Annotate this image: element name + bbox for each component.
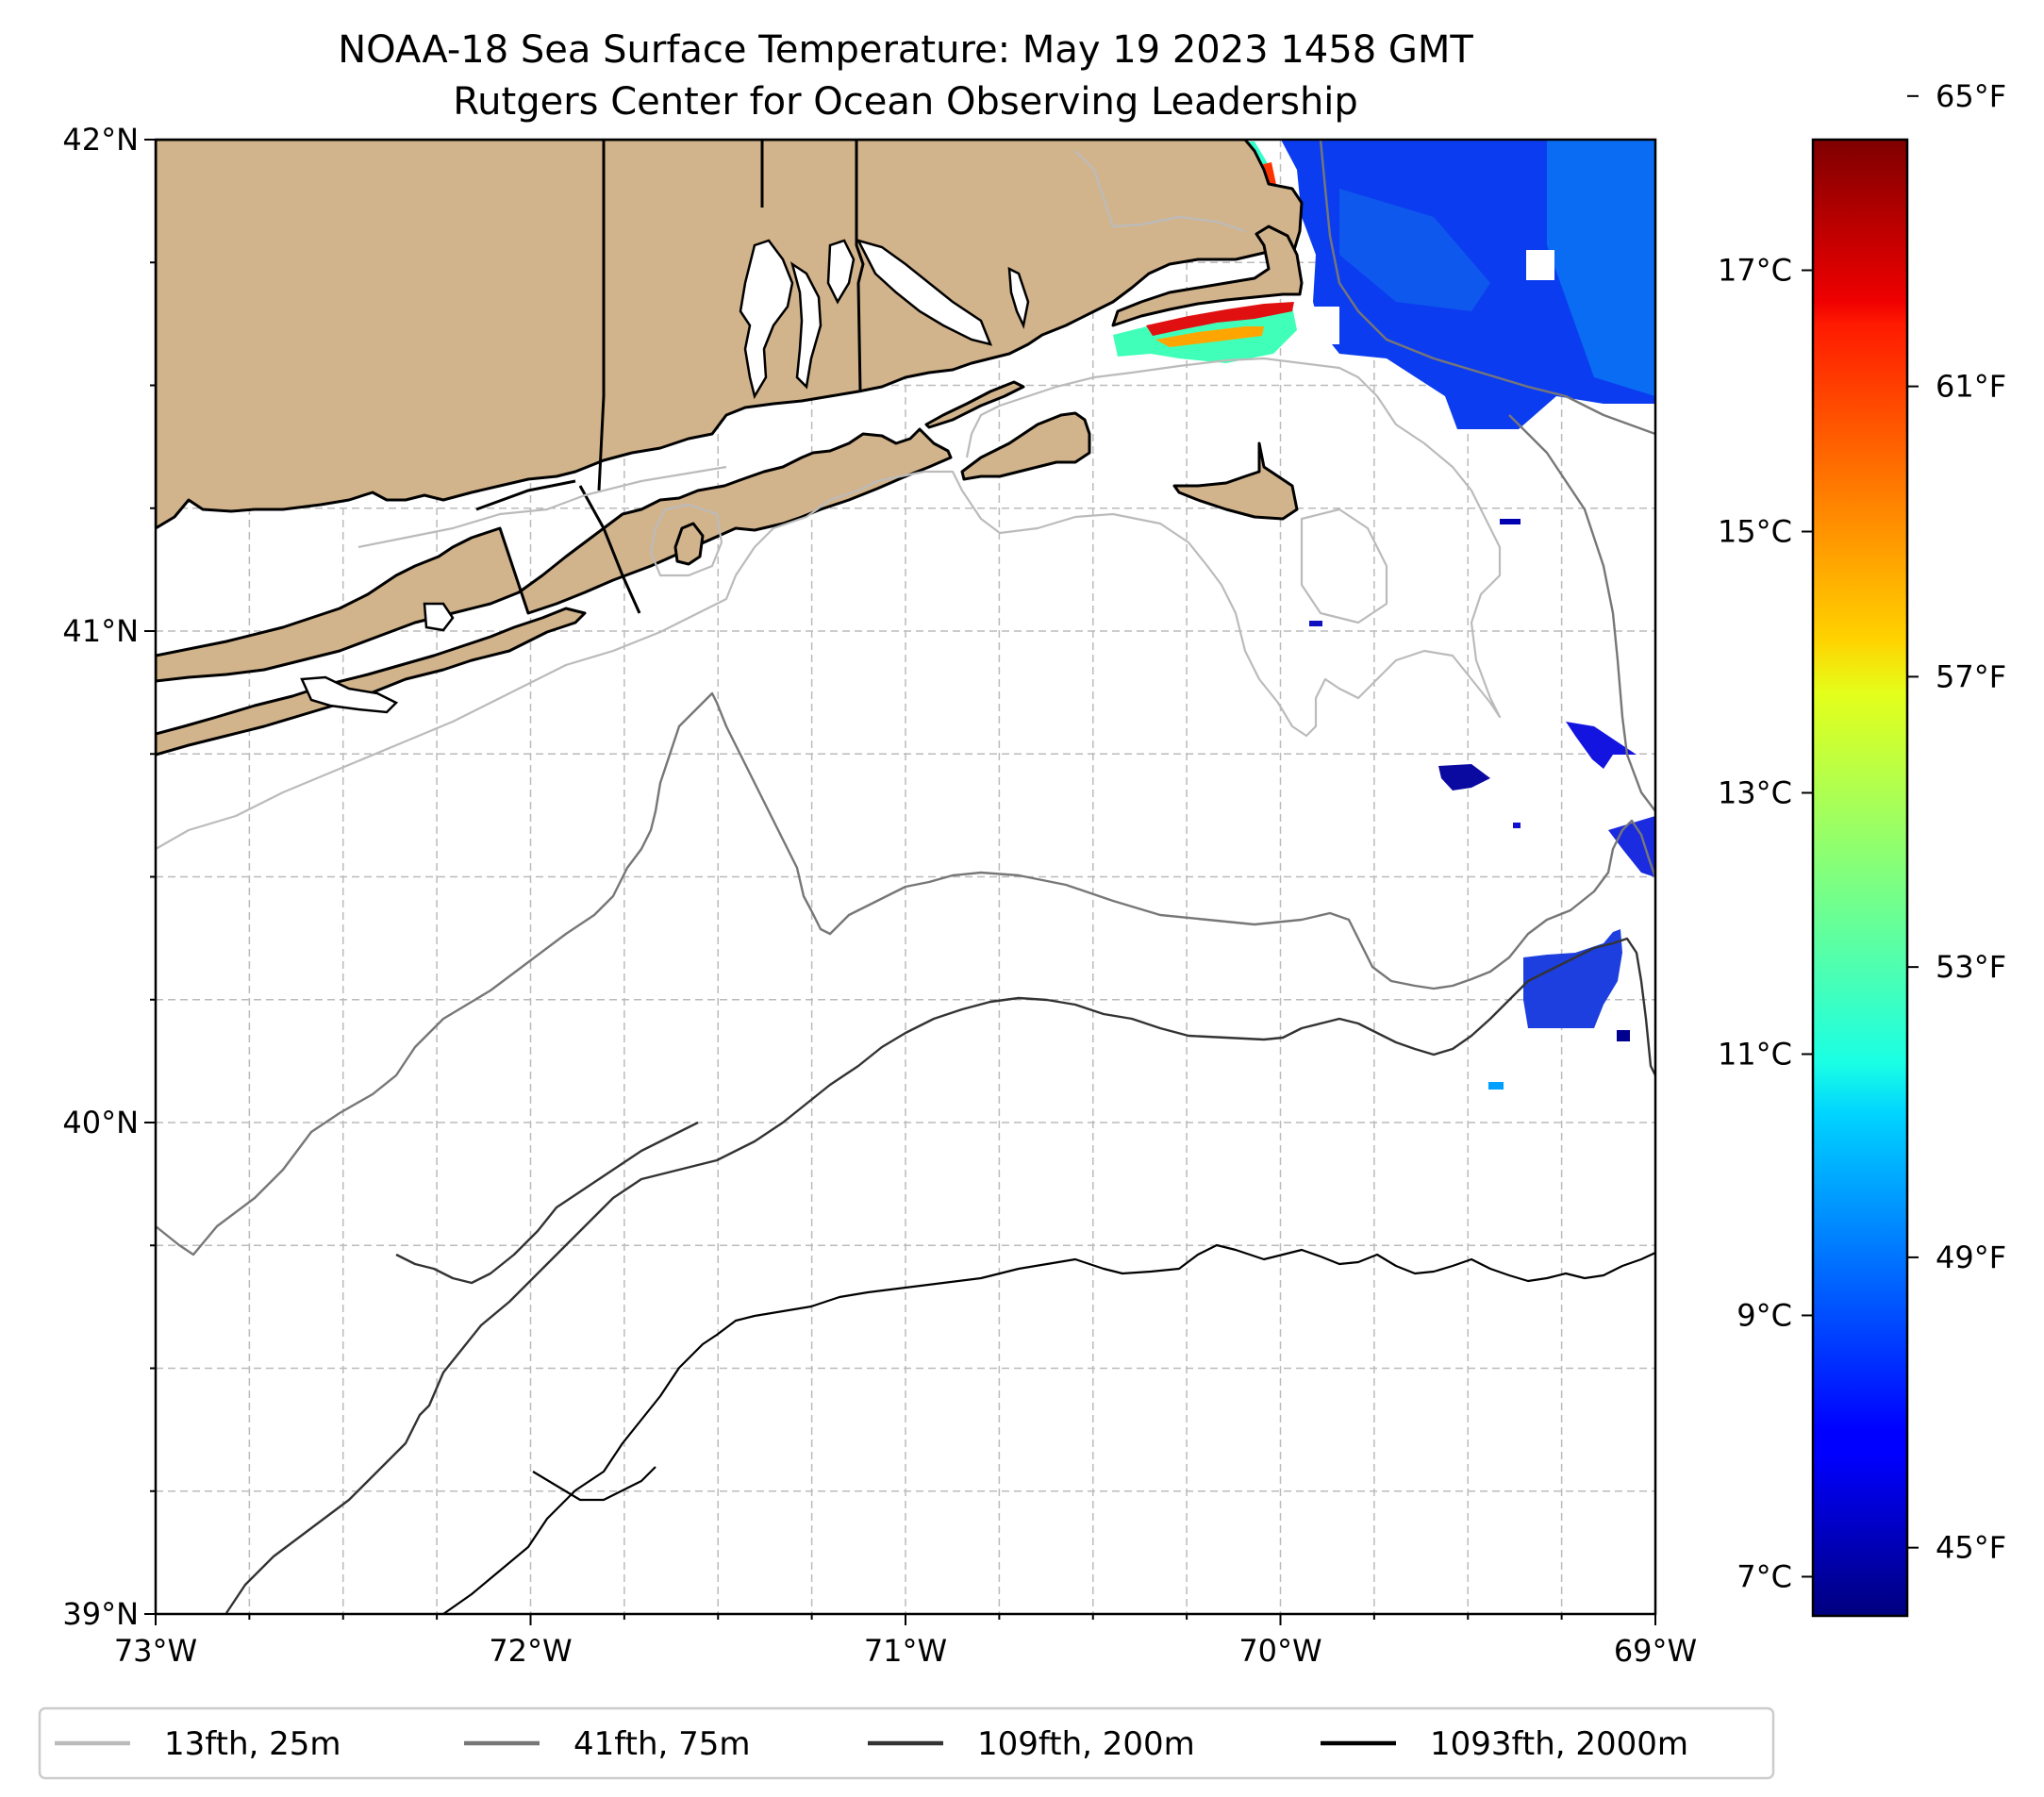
sst-speck [1309,621,1322,626]
lat-tick-label: 39°N [62,1596,139,1632]
bay-eastern-ri [1007,266,1030,329]
land-block-island [673,522,705,566]
celsius-tick-label: 13°C [1718,774,1792,810]
state-borders [475,140,865,614]
fahrenheit-tick-label: 61°F [1936,369,2006,405]
legend-label: 109fth, 200m [977,1725,1195,1763]
celsius-tick-label: 17°C [1718,252,1792,288]
contour-75m-offshore-ne [1508,414,1655,812]
celsius-tick-label: 15°C [1718,513,1792,549]
land-cape-cod [1111,225,1304,327]
sst-speck [1488,1082,1504,1090]
colorbar-gradient [1811,138,1909,1618]
fahrenheit-tick-label: 65°F [1936,78,2006,114]
bay-gardiners [423,602,455,632]
contour-2000m [442,1243,1655,1614]
celsius-tick-label: 7°C [1737,1558,1792,1594]
land-long-island [156,427,953,683]
map-title-line1: NOAA-18 Sea Surface Temperature: May 19 … [338,28,1473,72]
legend-items: 13fth, 25m 41fth, 75m 109fth, 200m 1093fth,… [55,1725,1688,1763]
sst-patch-warm-shoreline [1146,302,1294,336]
contour-200m-canyons [395,1121,699,1285]
contour-25m-north-shore [1074,150,1246,233]
sst-cloud-gap [1526,250,1554,280]
sst-patch-east-offshore-2 [1438,764,1490,790]
sst-patch-east-offshore-1 [1566,722,1637,769]
sst-patch-gulf-of-maine-light [1339,189,1490,311]
lat-tick-label: 40°N [62,1105,139,1140]
bay-mount-hope [789,261,823,390]
sst-cloud-gap [1294,307,1339,344]
land-mainland-new-england [156,140,1304,530]
border-ri-ma [855,140,865,392]
sst-speck [1500,519,1521,524]
border-ny-ct [597,140,606,491]
sst-speck [1513,823,1521,828]
lat-tick-label: 41°N [62,613,139,649]
legend-label: 13fth, 25m [164,1725,341,1763]
land-nantucket [1172,441,1299,521]
land [156,140,1304,757]
lon-tick-label: 72°W [489,1633,572,1669]
colorbar-ticks: 7°C 9°C 11°C 13°C 15°C 17°C 45°F 49°F 53°F 57°F 61… [1718,78,2006,1595]
bay-taunton [826,239,856,305]
contour-75m [156,691,1655,1256]
land-marthas-vineyard [960,411,1091,481]
border-ri-sound [475,479,576,511]
contour-2000m-knoll [532,1466,656,1502]
fahrenheit-tick-label: 57°F [1936,658,2006,694]
legend-label: 1093fth, 2000m [1430,1725,1688,1763]
bathymetry-contours [156,140,1655,1614]
contour-75m-gulf-of-maine [1319,140,1655,436]
map-title-line2: Rutgers Center for Ocean Observing Leade… [453,80,1358,124]
sst-patch-east-offshore-3 [1608,816,1655,877]
contour-legend: 13fth, 25m 41fth, 75m 109fth, 200m 1093fth,… [38,1706,1775,1780]
sst-patch-warm-shoreline-2 [1155,326,1264,347]
lon-tick-label: 70°W [1238,1633,1321,1669]
map-plot-area [156,140,1655,1614]
sst-speck [1617,1030,1630,1041]
colorbar: 7°C 9°C 11°C 13°C 15°C 17°C 45°F 49°F 53°F 57°F 61… [1718,78,2006,1618]
contour-25m [156,357,1502,850]
fahrenheit-tick-label: 53°F [1936,949,2006,985]
land-elizabeth-islands [924,380,1025,429]
contour-200m [225,937,1655,1614]
bay-narragansett [739,239,794,400]
bays [300,239,1030,714]
legend-label: 41fth, 75m [573,1725,751,1763]
celsius-tick-label: 9°C [1737,1297,1792,1333]
map-axes: 73°W 72°W 71°W 70°W 69°W 42°N 41°N 40°N 39°N [62,122,1697,1669]
bay-peconic [300,675,399,714]
celsius-tick-label: 11°C [1718,1036,1792,1072]
contour-25m-nantucket-shoals [1300,507,1388,624]
fahrenheit-tick-label: 45°F [1936,1530,2006,1566]
border-offshore [578,485,641,614]
lat-tick-label: 42°N [62,122,139,158]
sst-patch-gulf-of-maine-warmer [1547,140,1655,396]
lon-tick-label: 73°W [114,1633,197,1669]
bay-buzzards [856,239,993,346]
lon-tick-label: 69°W [1614,1633,1697,1669]
fahrenheit-tick-label: 49°F [1936,1240,2006,1275]
lon-tick-label: 71°W [864,1633,947,1669]
contour-25m-ri-sound [357,465,727,549]
contour-25m-block-island [649,503,723,577]
sst-patch-southeast [1523,929,1622,1028]
